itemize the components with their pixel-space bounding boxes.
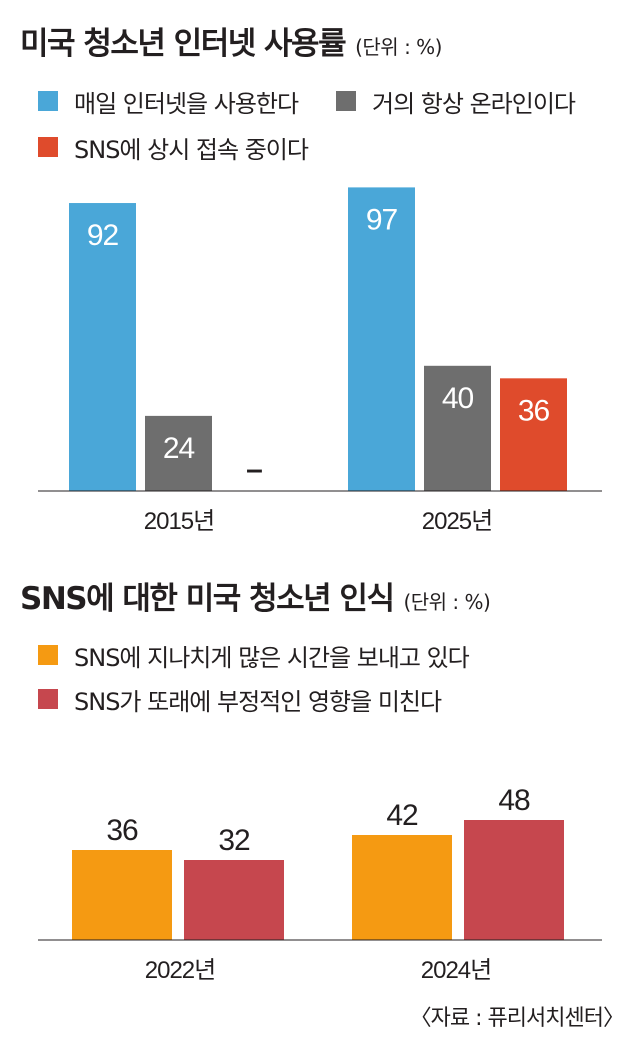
chart2-legend-swatch-2 [38,689,58,709]
chart2-bar-label-0-0: 36 [106,814,138,847]
chart1-legend-item-1: 매일 인터넷을 사용한다 [38,86,299,118]
source-note: 〈자료 : 퓨리서치센터〉 [409,1006,625,1031]
chart1-bar-1-2 [500,378,567,491]
chart2-title-row: SNS에 대한 미국 청소년 인식 (단위 : %) [20,573,491,618]
chart1-legend-swatch-3 [38,137,58,157]
chart1-legend-label-2: 거의 항상 온라인이다 [372,89,576,118]
chart2-legend-label-2: SNS가 또래에 부정적인 영향을 미친다 [74,687,442,716]
chart1-title: 미국 청소년 인터넷 사용률 [20,26,347,62]
chart2-unit: (단위 : %) [403,590,491,614]
chart1-bar-label-1-2: 36 [518,394,550,427]
chart1-legend-swatch-2 [336,91,356,111]
chart2-bar-1-0 [352,835,452,940]
chart1-category-label-0: 2015년 [144,508,214,535]
chart1-legend-swatch-1 [38,91,58,111]
chart1-legend-item-2: 거의 항상 온라인이다 [336,86,576,118]
chart1-unit: (단위 : %) [355,35,442,59]
chart1-legend-label-3: SNS에 상시 접속 중이다 [74,135,309,164]
chart2-category-label-0: 2022년 [145,957,215,984]
chart1-bar-0-1 [145,415,212,491]
chart2-title: SNS에 대한 미국 청소년 인식 [20,581,395,617]
chart1-category-label-1: 2025년 [422,508,492,535]
chart1-legend-item-3: SNS에 상시 접속 중이다 [38,132,309,164]
chart2-bar-1-1 [464,820,564,940]
chart1-bar-label-0-0: 92 [87,219,119,252]
chart1-title-row: 미국 청소년 인터넷 사용률 (단위 : %) [20,18,442,63]
chart1-bar-1-1 [424,365,491,491]
chart1-bar-label-0-2: – [246,453,263,486]
chart1-bar-label-1-0: 97 [366,203,398,236]
chart1-bar-1-0 [348,187,415,491]
chart2-legend-item-1: SNS에 지나치게 많은 시간을 보내고 있다 [38,640,470,672]
chart2-plot: 36 32 2022년 42 48 2024년 [38,784,602,984]
chart2-category-label-1: 2024년 [421,957,491,984]
chart2-legend-label-1: SNS에 지나치게 많은 시간을 보내고 있다 [74,643,470,672]
chart1-plot: 92 24 – 2015년 97 40 36 2025년 [38,187,602,535]
chart2-bar-0-1 [184,860,284,940]
chart1-bar-0-0 [69,203,136,491]
chart1-bar-label-1-1: 40 [442,382,474,415]
chart2-bar-label-0-1: 32 [218,824,250,857]
chart2-bar-label-1-0: 42 [386,799,418,832]
chart2-legend-swatch-1 [38,645,58,665]
chart1-legend-label-1: 매일 인터넷을 사용한다 [74,89,299,118]
chart2-legend-item-2: SNS가 또래에 부정적인 영향을 미친다 [38,684,442,716]
chart1-bar-label-0-1: 24 [163,432,195,465]
chart2-bar-0-0 [72,850,172,940]
chart2-bar-label-1-1: 48 [498,784,530,817]
